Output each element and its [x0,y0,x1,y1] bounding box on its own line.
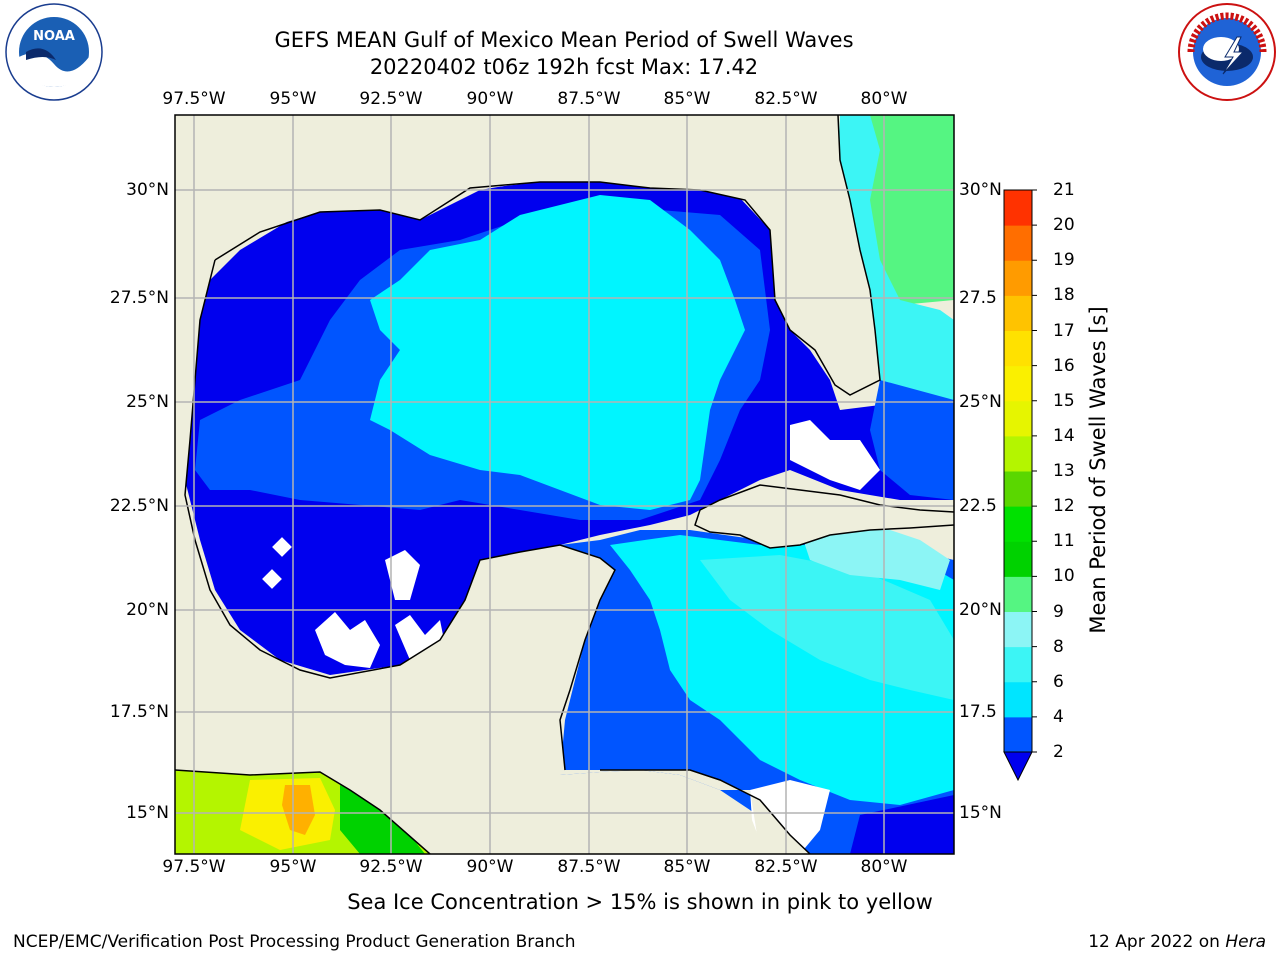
lat-label-right: 25°N [959,392,1002,412]
lat-label-left: 20°N [126,600,169,620]
colorbar-segment [1004,330,1032,367]
colorbar-segment [1004,716,1032,753]
noaa-logo: NOAA [5,3,103,101]
colorbar-tick-label: 18 [1053,285,1075,306]
generation-date: 12 Apr 2022 on Hera [1088,932,1266,952]
lat-label-right: 15°N [959,803,1002,823]
colorbar-segment [1004,365,1032,402]
colorbar-tick-label: 4 [1053,706,1064,727]
colorbar-segment [1004,225,1032,261]
lon-label-bottom: 82.5°W [754,857,818,877]
colorbar-tick-label: 21 [1053,180,1075,200]
missing-data-patch [262,569,282,589]
colorbar-segment [1004,400,1032,437]
colorbar-tick-label: 20 [1053,215,1075,236]
colorbar-tick-label: 10 [1053,566,1075,587]
colorbar-title: Mean Period of Swell Waves [s] [1086,306,1110,634]
colorbar-tick-label: 2 [1053,742,1064,762]
colorbar-tick-label: 6 [1053,671,1064,692]
colorbar-tick-label: 8 [1053,636,1064,657]
colorbar-tick-label: 15 [1053,390,1075,411]
missing-data-patch [272,537,292,557]
colorbar [1003,189,1037,782]
lat-label-left: 15°N [126,803,169,823]
colorbar-segment [1004,190,1032,226]
lon-label-bottom: 87.5°W [557,857,621,877]
lon-label-bottom: 90°W [466,857,514,877]
pacific-swell-orange [282,785,315,835]
lon-label-top: 87.5°W [557,89,621,109]
colorbar-segment [1004,260,1032,296]
lon-label-top: 92.5°W [359,89,423,109]
gulf-cyan-core [370,195,745,510]
colorbar-tick-label: 14 [1053,425,1075,446]
colorbar-tick-label: 9 [1053,601,1064,622]
lat-label-left: 27.5°N [109,288,169,308]
lon-label-top: 80°W [860,89,908,109]
lat-label-right: 22.5 [959,496,997,516]
colorbar-tick-label: 17 [1053,320,1075,341]
colorbar-segment [1004,435,1032,472]
map-border [174,114,955,855]
lon-label-top: 82.5°W [754,89,818,109]
caribbean-light-cyan-region [700,555,954,700]
lon-label-top: 97.5°W [162,89,226,109]
colorbar-segment [1004,576,1032,612]
sea-ice-footnote: Sea Ice Concentration > 15% is shown in … [347,890,933,914]
bahamas-blue-region [870,380,954,500]
colorbar-segment [1004,646,1032,683]
host-name: Hera [1225,932,1266,952]
lat-label-left: 30°N [126,180,169,200]
lon-label-top: 95°W [269,89,317,109]
colorbar-tick-label: 19 [1053,250,1075,271]
lat-label-left: 25°N [126,392,169,412]
chart-subtitle: 20220402 t06z 192h fcst Max: 17.42 [369,55,759,79]
caribbean-pale-cyan-patch [800,520,950,590]
lat-label-right: 30°N [959,180,1002,200]
lon-label-bottom: 85°W [663,857,711,877]
colorbar-tick-label: 16 [1053,355,1075,376]
missing-data-patch [385,550,420,600]
colorbar-under-triangle [1003,751,1033,782]
lon-label-bottom: 97.5°W [162,857,226,877]
chart-title: GEFS MEAN Gulf of Mexico Mean Period of … [274,28,854,52]
lon-label-top: 85°W [663,89,711,109]
colorbar-segment [1004,471,1032,507]
lat-label-left: 22.5°N [109,496,169,516]
lat-label-left: 17.5°N [109,702,169,722]
missing-data-patch [315,612,380,668]
lat-label-right: 17.5 [959,702,997,722]
mexico-landmass [175,115,880,854]
lon-label-bottom: 95°W [269,857,317,877]
date-text: 12 Apr 2022 on [1088,932,1226,952]
lat-label-right: 20°N [959,600,1002,620]
missing-data-patch [790,420,880,490]
colorbar-tick-label: 11 [1053,531,1075,552]
graticule [175,115,954,854]
nws-logo [1178,3,1276,101]
colorbar-segment [1004,681,1032,718]
colorbar-tick-label: 12 [1053,496,1075,517]
branch-credit: NCEP/EMC/Verification Post Processing Pr… [13,932,576,952]
cuba-landmass [695,485,954,548]
pacific-swell-green [340,785,425,854]
colorbar-segment [1004,611,1032,648]
lon-label-bottom: 80°W [860,857,908,877]
lat-label-right: 27.5 [959,288,997,308]
caribbean-deep-corner [850,795,954,854]
svg-text:NOAA: NOAA [33,29,75,44]
lon-label-top: 90°W [466,89,514,109]
colorbar-segment [1004,295,1032,331]
lon-label-bottom: 92.5°W [359,857,423,877]
coastlines [175,115,954,854]
atlantic-cyan-region [838,115,954,420]
colorbar-segment [1004,506,1032,542]
colorbar-segment [1004,541,1032,577]
colorbar-tick-label: 13 [1053,461,1075,481]
